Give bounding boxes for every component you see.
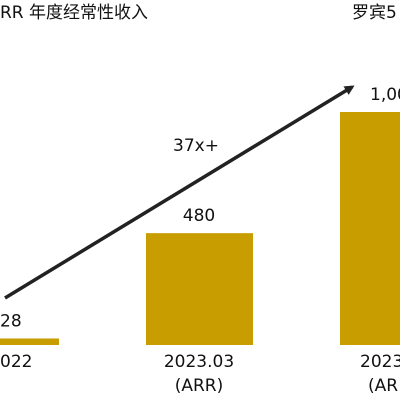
x-tick-sublabel: (AR — [368, 376, 398, 396]
value-label: 1,00 — [370, 85, 400, 105]
x-tick-label: 2023 — [360, 352, 400, 372]
value-label: 480 — [183, 206, 215, 226]
x-tick-label: 022 — [0, 352, 32, 372]
value-label: 28 — [0, 311, 22, 331]
annotation: 37x+ — [173, 136, 219, 156]
chart-title: RR 年度经常性收入 — [0, 3, 148, 23]
bar — [0, 338, 59, 345]
x-tick-label: 2023.03 — [164, 352, 234, 372]
chart-subtitle: 罗宾5 — [352, 3, 397, 23]
growth-arrow — [4, 85, 355, 300]
bar — [146, 233, 253, 345]
x-tick-sublabel: (ARR) — [175, 376, 224, 396]
bar — [340, 112, 400, 345]
